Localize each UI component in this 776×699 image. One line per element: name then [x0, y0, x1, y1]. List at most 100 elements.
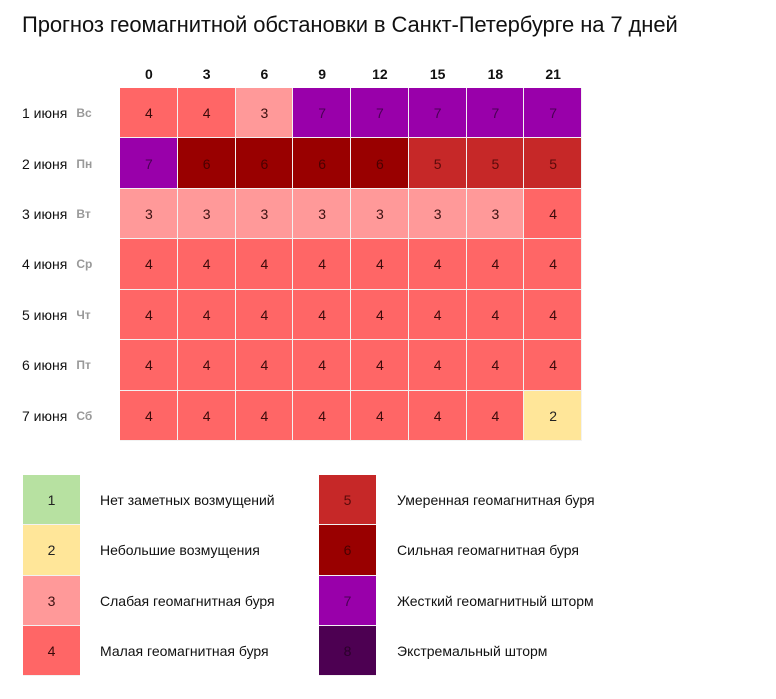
day-date: 7 июня [22, 407, 68, 424]
heatmap-cell: 4 [524, 188, 582, 240]
heatmap-cell: 4 [466, 289, 525, 341]
day-labels: 1 июня Вс 2 июня Пн 3 июня Вт 4 июня Ср … [0, 88, 120, 441]
legend-item: 8 Экстремальный шторм [319, 625, 595, 676]
heatmap-cell: 7 [466, 88, 525, 139]
day-label: 3 июня Вт [0, 189, 120, 239]
day-label: 6 июня Пт [0, 340, 120, 390]
legend-swatch: 1 [23, 475, 80, 526]
day-label: 1 июня Вс [0, 88, 120, 138]
heatmap-cell: 4 [120, 390, 178, 441]
heatmap-cell: 4 [351, 390, 409, 441]
legend-label: Небольшие возмущения [100, 542, 260, 559]
heatmap-cell: 4 [351, 289, 409, 341]
heatmap-cell: 4 [235, 239, 294, 290]
heatmap-cell: 4 [466, 390, 525, 441]
day-of-week: Вс [76, 106, 92, 121]
heatmap-cell: 4 [235, 390, 294, 441]
legend-item: 5 Умеренная геомагнитная буря [319, 475, 595, 526]
legend-item: 7 Жесткий геомагнитный шторм [319, 575, 595, 626]
heatmap-cell: 5 [466, 138, 525, 189]
legend-item: 2 Небольшие возмущения [23, 525, 275, 576]
heatmap-cell: 4 [524, 340, 582, 391]
legend-label: Экстремальный шторм [397, 642, 548, 659]
heatmap-cell: 7 [351, 88, 409, 139]
legend-item: 3 Слабая геомагнитная буря [23, 575, 275, 626]
heatmap-cell: 6 [177, 138, 236, 189]
day-label: 2 июня Пн [0, 138, 120, 188]
legend-item: 1 Нет заметных возмущений [23, 475, 275, 526]
day-date: 4 июня [22, 256, 68, 273]
heatmap-cell: 4 [293, 390, 351, 441]
legend-label: Умеренная геомагнитная буря [397, 492, 595, 509]
heatmap-cell: 4 [466, 340, 525, 391]
hour-label: 15 [429, 66, 446, 82]
hour-label: 6 [260, 66, 269, 82]
heatmap-cell: 4 [177, 340, 236, 391]
day-date: 1 июня [22, 105, 68, 122]
heatmap-cell: 4 [177, 88, 236, 139]
heatmap-cell: 5 [524, 138, 582, 189]
heatmap-cell: 3 [120, 188, 178, 240]
heatmap-cell: 4 [351, 239, 409, 290]
day-of-week: Пн [76, 156, 93, 171]
heatmap-cell: 4 [177, 390, 236, 441]
legend-swatch: 7 [319, 575, 376, 626]
heatmap-cell: 7 [524, 88, 582, 139]
heatmap-cell: 3 [177, 188, 236, 240]
heatmap-cell: 4 [120, 289, 178, 341]
legend-label: Нет заметных возмущений [100, 492, 275, 509]
legend-left-column: 1 Нет заметных возмущений 2 Небольшие возму… [23, 475, 275, 676]
legend-label: Слабая геомагнитная буря [100, 592, 275, 609]
hour-label: 9 [318, 66, 327, 82]
legend-label: Жесткий геомагнитный шторм [397, 592, 594, 609]
legend-swatch: 8 [319, 625, 376, 676]
heatmap-cell: 4 [120, 88, 178, 139]
heatmap-cell: 3 [293, 188, 351, 240]
day-date: 6 июня [22, 357, 68, 374]
heatmap-cell: 4 [120, 239, 178, 290]
legend-label: Сильная геомагнитная буря [397, 542, 579, 559]
heatmap-cell: 6 [293, 138, 351, 189]
heatmap-cell: 4 [524, 289, 582, 341]
heatmap-cell: 3 [235, 188, 294, 240]
heatmap-cell: 4 [408, 390, 467, 441]
hour-label: 21 [545, 66, 561, 82]
heatmap-cell: 4 [408, 340, 467, 391]
heatmap-cell: 4 [235, 289, 294, 341]
legend-swatch: 5 [319, 475, 376, 526]
heatmap-cell: 4 [177, 239, 236, 290]
heatmap-cell: 7 [120, 138, 178, 189]
day-of-week: Чт [76, 307, 91, 322]
heatmap-cell: 2 [524, 390, 582, 441]
heatmap-cell: 4 [235, 340, 294, 391]
day-date: 3 июня [22, 205, 68, 222]
heatmap-cell: 3 [351, 188, 409, 240]
heatmap-cell: 3 [235, 88, 294, 139]
heatmap-cell: 4 [408, 289, 467, 341]
legend-label: Малая геомагнитная буря [100, 642, 269, 659]
hour-label: 0 [144, 66, 153, 82]
legend-item: 6 Сильная геомагнитная буря [319, 525, 595, 576]
day-label: 5 июня Чт [0, 290, 120, 340]
day-date: 2 июня [22, 155, 68, 172]
day-of-week: Сб [76, 408, 93, 423]
day-label: 7 июня Сб [0, 390, 120, 440]
hour-label: 18 [487, 66, 504, 82]
heatmap-cell: 3 [408, 188, 467, 240]
legend-right-column: 5 Умеренная геомагнитная буря 6 Сильная гео… [319, 475, 595, 676]
hour-header-row: 0 3 6 9 12 15 18 21 [120, 64, 582, 84]
hour-label: 12 [372, 66, 388, 82]
chart-title: Прогноз геомагнитной обстановки в Санкт-… [22, 12, 678, 37]
heatmap-cell: 4 [524, 239, 582, 290]
day-label: 4 июня Ср [0, 239, 120, 289]
legend-swatch: 3 [23, 575, 80, 626]
heatmap-cell: 4 [177, 289, 236, 341]
heatmap-cell: 6 [235, 138, 294, 189]
heatmap-cell: 4 [408, 239, 467, 290]
heatmap-cell: 3 [466, 188, 525, 240]
legend-swatch: 6 [319, 525, 376, 576]
day-date: 5 июня [22, 306, 68, 323]
legend-swatch: 4 [23, 625, 80, 676]
